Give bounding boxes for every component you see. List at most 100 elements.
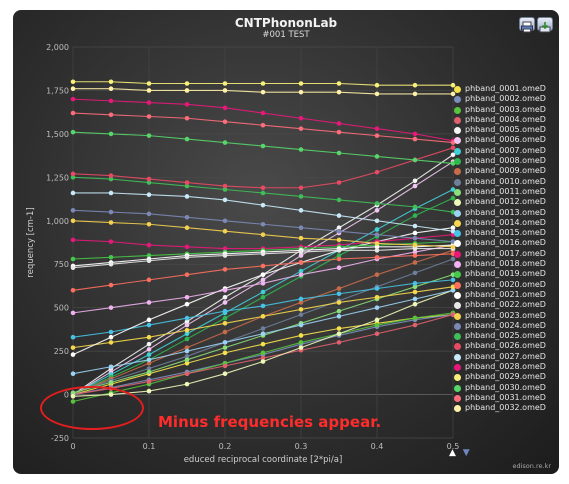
legend-marker — [454, 271, 461, 279]
series-point — [108, 190, 114, 196]
legend-item[interactable]: phband_0005.omeD — [453, 125, 557, 135]
series-point — [108, 220, 114, 225]
legend-item[interactable]: phband_0018.omeD — [453, 259, 557, 269]
series-point — [298, 296, 304, 302]
series-point — [260, 185, 266, 191]
series-point — [298, 208, 304, 213]
series-point — [108, 176, 114, 182]
legend-marker — [454, 96, 461, 104]
series-point — [70, 175, 76, 180]
legend-item[interactable]: phband_0032.omeD — [453, 403, 557, 413]
series-point — [222, 105, 228, 111]
legend-item[interactable]: phband_0029.omeD — [453, 372, 557, 382]
legend-item[interactable]: phband_0010.omeD — [453, 177, 557, 187]
series-point — [146, 347, 152, 352]
legend-item[interactable]: phband_0031.omeD — [453, 393, 557, 403]
legend-marker — [454, 199, 461, 207]
series-point — [108, 340, 114, 345]
legend-item[interactable]: phband_0027.omeD — [453, 352, 557, 362]
series-point — [260, 81, 266, 86]
series-point — [450, 225, 456, 231]
series-point — [108, 380, 114, 385]
series-point — [70, 190, 76, 196]
legend-item[interactable]: phband_0012.omeD — [453, 197, 557, 207]
y-axis-label: requency [cm-1] — [26, 207, 36, 277]
legend-item[interactable]: phband_0003.omeD — [453, 105, 557, 115]
legend-item[interactable]: phband_0013.omeD — [453, 208, 557, 218]
legend-label: phband_0018.omeD — [465, 259, 546, 269]
series-point — [298, 147, 304, 152]
y-tick-label: 1,750 — [46, 86, 69, 95]
legend-label: phband_0015.omeD — [465, 228, 546, 238]
series-point — [260, 314, 266, 319]
series-point — [450, 287, 456, 293]
legend-item[interactable]: phband_0026.omeD — [453, 341, 557, 351]
legend-item[interactable]: phband_0009.omeD — [453, 166, 557, 176]
legend-item[interactable]: phband_0022.omeD — [453, 300, 557, 310]
series-point — [374, 82, 380, 88]
series-point — [412, 242, 418, 248]
legend-item[interactable]: phband_0023.omeD — [453, 311, 557, 321]
legend-item[interactable]: phband_0011.omeD — [453, 187, 557, 197]
series-point — [184, 348, 190, 354]
legend-marker — [454, 250, 461, 258]
legend-item[interactable]: phband_0017.omeD — [453, 249, 557, 259]
legend-item[interactable]: phband_0006.omeD — [453, 135, 557, 145]
legend-item[interactable]: phband_0019.omeD — [453, 269, 557, 279]
series-point — [336, 340, 342, 345]
series-point — [298, 312, 304, 317]
series-point — [184, 319, 190, 324]
legend-item[interactable]: phband_0024.omeD — [453, 321, 557, 331]
print-button[interactable] — [519, 17, 535, 33]
legend-marker — [454, 302, 461, 310]
series-point — [184, 336, 190, 342]
legend-up-arrow[interactable]: ▲ — [449, 448, 456, 458]
series-point — [412, 183, 418, 189]
series-point — [146, 180, 152, 185]
series-point — [108, 112, 114, 118]
series-point — [298, 235, 304, 241]
legend-item[interactable]: phband_0015.omeD — [453, 228, 557, 238]
legend-item[interactable]: phband_0007.omeD — [453, 146, 557, 156]
legend-marker — [454, 405, 461, 413]
series-point — [222, 287, 228, 293]
legend-item[interactable]: phband_0021.omeD — [453, 290, 557, 300]
series-point — [374, 169, 380, 175]
series-point — [222, 363, 228, 369]
series-point — [108, 98, 114, 104]
series-point — [146, 114, 152, 119]
series-point — [108, 239, 114, 244]
legend-item[interactable]: phband_0004.omeD — [453, 115, 557, 125]
series-point — [260, 303, 266, 309]
legend-item[interactable]: phband_0002.omeD — [453, 94, 557, 104]
legend-item[interactable]: phband_0030.omeD — [453, 383, 557, 393]
legend-label: phband_0016.omeD — [465, 238, 546, 248]
legend-label: phband_0002.omeD — [465, 94, 546, 104]
legend-item[interactable]: phband_0008.omeD — [453, 156, 557, 166]
series-point — [70, 310, 76, 316]
series-point — [184, 345, 190, 350]
y-tick-label: 1,250 — [46, 173, 69, 182]
legend-item[interactable]: phband_0028.omeD — [453, 362, 557, 372]
legend-label: phband_0012.omeD — [465, 197, 546, 207]
legend-item[interactable]: phband_0020.omeD — [453, 280, 557, 290]
legend-item[interactable]: phband_0014.omeD — [453, 218, 557, 228]
series-point — [70, 171, 76, 177]
series-point — [374, 241, 380, 246]
series-point — [184, 331, 190, 337]
save-icon — [539, 22, 551, 33]
legend-item[interactable]: phband_0025.omeD — [453, 331, 557, 341]
legend-item[interactable]: phband_0001.omeD — [453, 84, 557, 94]
save-button[interactable] — [537, 17, 553, 33]
series-point — [146, 322, 152, 328]
legend-marker — [454, 168, 461, 176]
series-point — [412, 260, 418, 265]
legend-marker — [454, 158, 461, 166]
legend-down-arrow[interactable]: ▼ — [462, 448, 470, 458]
series-point — [336, 286, 342, 291]
series-point — [336, 225, 342, 231]
legend-marker — [454, 394, 461, 402]
legend-marker — [454, 333, 461, 341]
legend-item[interactable]: phband_0016.omeD — [453, 238, 557, 248]
series-point — [146, 176, 152, 182]
